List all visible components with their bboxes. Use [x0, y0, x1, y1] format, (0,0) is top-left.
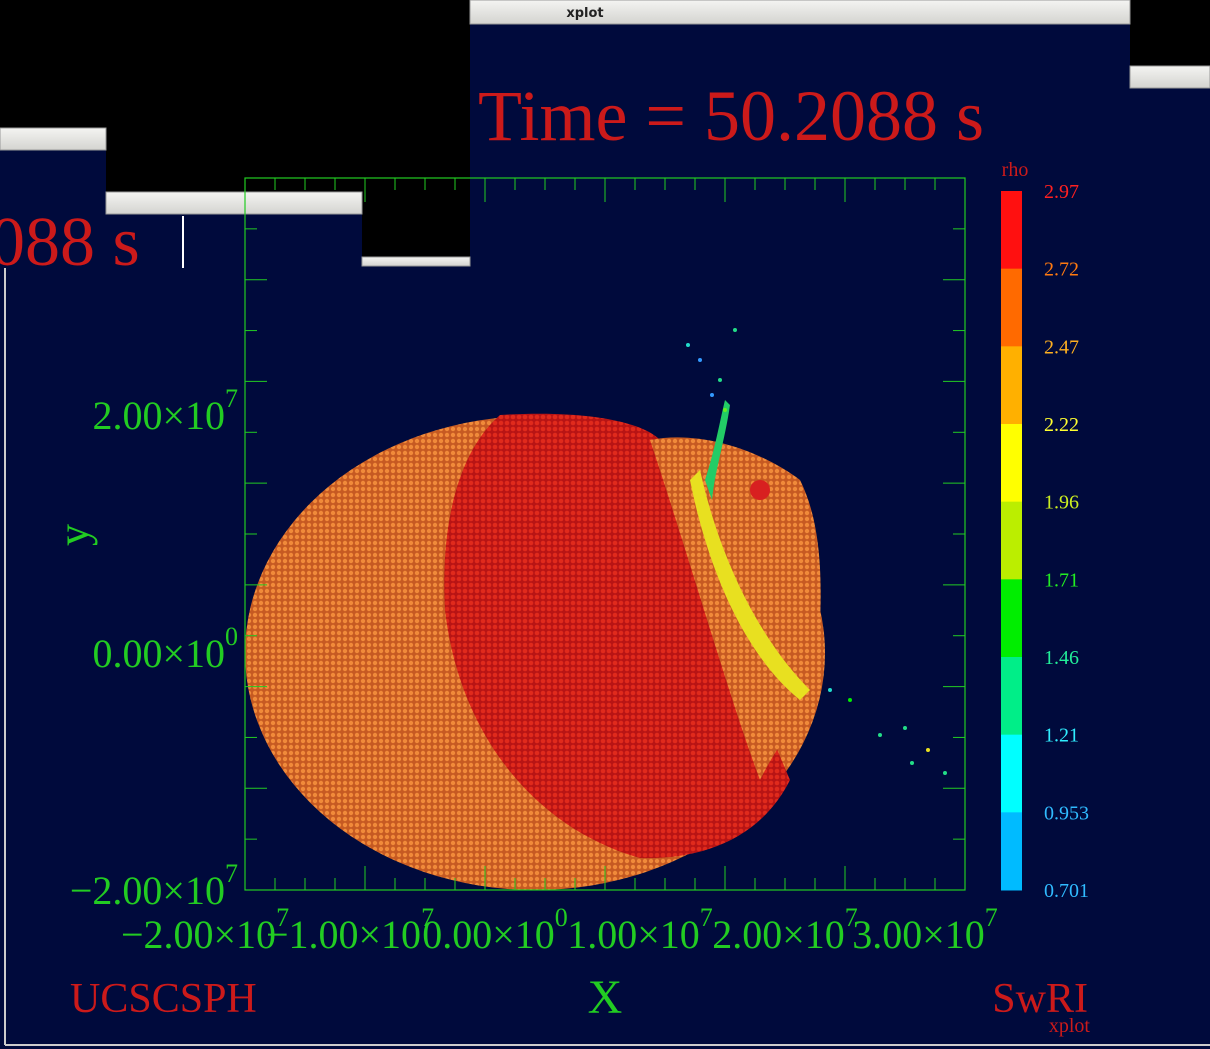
plot-title: Time = 50.2088 s [478, 76, 984, 156]
tick-base: −2.00×10 [70, 868, 225, 913]
colorbar-tick-label: 0.701 [1044, 880, 1089, 902]
colorbar-segment [1001, 657, 1022, 736]
colorbar-segment [1001, 579, 1022, 658]
tick-exp: 0 [225, 622, 238, 651]
colorbar-segment [1001, 812, 1022, 891]
tick-exp: 7 [225, 384, 238, 413]
colorbar-tick-label: 2.22 [1044, 414, 1079, 436]
colorbar-tick-label: 2.47 [1044, 336, 1079, 358]
tick-base: 2.00×10 [92, 393, 225, 438]
back-window-text: 088 s [0, 204, 140, 281]
tick-base: 3.00×10 [852, 912, 985, 957]
y-tick-label: −2.00×107 [70, 859, 238, 913]
colorbar-tick-label: 1.21 [1044, 725, 1079, 747]
footer-right: SwRI [992, 976, 1088, 1022]
x-axis-label: X [588, 971, 623, 1024]
tick-exp: 7 [985, 903, 998, 932]
y-tick-label: 2.00×107 [92, 384, 238, 438]
colorbar-tick-label: 1.96 [1044, 492, 1079, 514]
colorbar-tick-label: 1.46 [1044, 647, 1079, 669]
title-bar[interactable] [0, 127, 107, 151]
y-tick-label: 0.00×100 [92, 622, 238, 676]
title-bar[interactable] [361, 256, 471, 267]
x-tick-label: 2.00×107 [712, 903, 858, 957]
colorbar-segment [1001, 501, 1022, 580]
title-bar[interactable] [469, 0, 1131, 25]
x-tick-label: 1.00×107 [567, 903, 713, 957]
title-bar[interactable] [105, 191, 363, 215]
y-axis-label: y [49, 524, 98, 546]
tick-base: 2.00×10 [712, 912, 845, 957]
tick-exp: 7 [845, 903, 858, 932]
window-back-left [0, 150, 106, 1049]
particle-cloud [245, 328, 947, 890]
colorbar-segment [1001, 734, 1022, 813]
colorbar: 2.97 2.72 2.47 2.22 1.96 1.71 1.46 1.21 0.953 0.7… [1001, 181, 1089, 902]
colorbar-tick-label: 2.72 [1044, 259, 1079, 281]
title-bar[interactable] [1129, 65, 1210, 89]
window-title: xplot [566, 6, 603, 21]
tick-base: −2.00×10 [121, 912, 276, 957]
tick-exp: 7 [700, 903, 713, 932]
tick-base: 0.00×10 [92, 631, 225, 676]
tick-marks [244, 177, 966, 891]
colorbar-segment [1001, 268, 1022, 347]
colorbar-segment [1001, 424, 1022, 503]
tick-exp: 7 [225, 859, 238, 888]
tick-base: 1.00×10 [567, 912, 700, 957]
colorbar-label: rho [1002, 159, 1029, 181]
colorbar-segment [1001, 346, 1022, 425]
tick-exp: 7 [421, 903, 434, 932]
colorbar-tick-label: 0.953 [1044, 802, 1089, 824]
colorbar-segment [1001, 191, 1022, 270]
x-tick-label: −1.00×107 [266, 903, 434, 957]
tick-base: 0.00×10 [422, 912, 555, 957]
x-tick-label: 3.00×107 [852, 903, 998, 957]
tick-exp: 7 [276, 903, 289, 932]
x-tick-label: 0.00×100 [422, 903, 568, 957]
window-back-right [1130, 88, 1210, 1049]
tick-base: −1.00×10 [266, 912, 421, 957]
footer-small: xplot [1049, 1015, 1091, 1037]
footer-left: UCSCSPH [70, 976, 257, 1022]
x-tick-label: −2.00×107 [121, 903, 289, 957]
colorbar-tick-label: 2.97 [1044, 181, 1079, 203]
tick-exp: 0 [555, 903, 568, 932]
colorbar-tick-label: 1.71 [1044, 569, 1079, 591]
